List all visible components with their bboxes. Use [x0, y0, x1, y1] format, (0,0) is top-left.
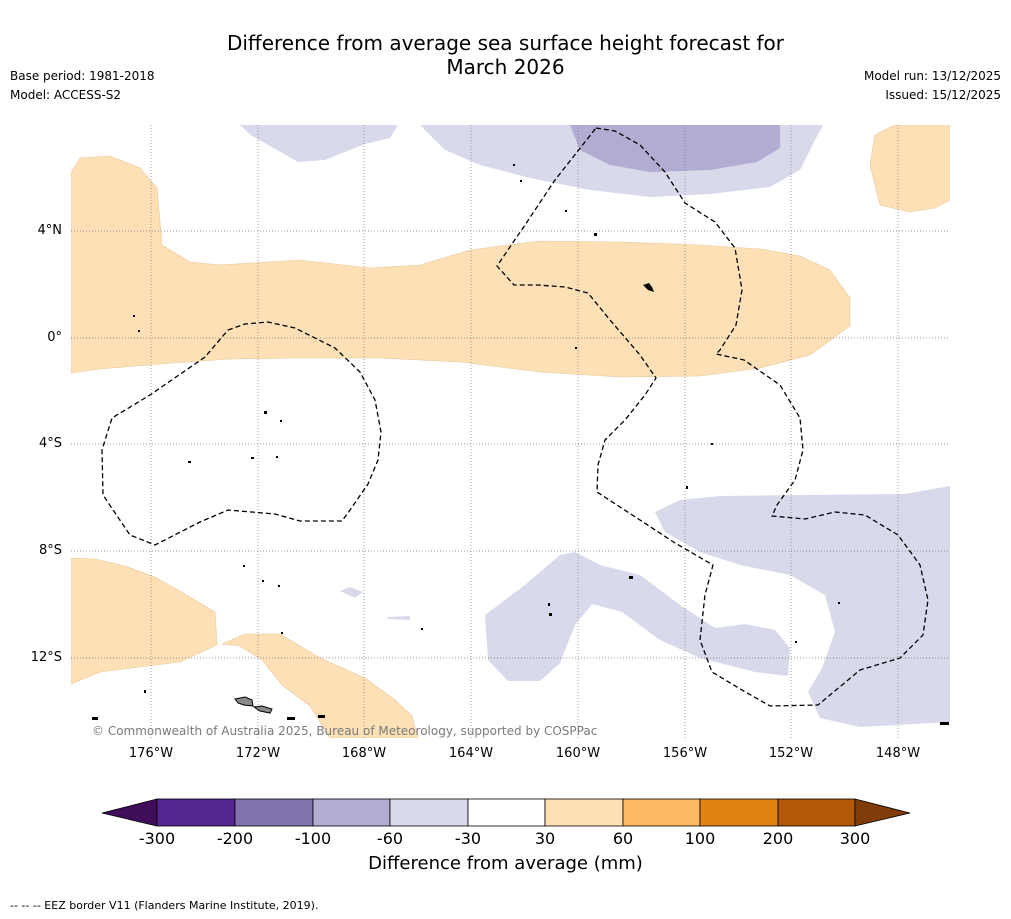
- lat-tick-0: 0°: [47, 330, 62, 345]
- positive-anomaly-northeast: [869, 125, 950, 213]
- island-dot: [686, 486, 688, 489]
- colorbar-label: 200: [762, 829, 794, 848]
- island-dot: [92, 717, 98, 720]
- lon-tick-160w: 160°W: [555, 746, 601, 761]
- island-dot: [421, 628, 423, 630]
- title-line-2: March 2026: [446, 55, 565, 79]
- title-line-1: Difference from average sea surface heig…: [226, 31, 785, 55]
- eez-border-kiribati-line: [496, 127, 929, 707]
- island-dot: [276, 456, 278, 458]
- positive-anomaly-southwest: [71, 557, 218, 685]
- island-dot: [133, 315, 135, 317]
- island-samoa-upolu: [252, 705, 273, 714]
- island-dot: [575, 347, 577, 349]
- lon-tick-172w: 172°W: [235, 746, 281, 761]
- island-dot: [565, 210, 567, 212]
- colorbar-segment-6: [544, 798, 624, 827]
- model-label: Model: ACCESS-S2: [10, 88, 122, 102]
- colorbar-segment-2: [234, 798, 314, 827]
- colorbar-label: -30: [454, 829, 482, 848]
- colorbar-extend-high: [854, 798, 911, 827]
- island-dot: [318, 715, 325, 718]
- island-dot: [287, 717, 295, 720]
- chart-title: Difference from average sea surface heig…: [0, 31, 1011, 79]
- colorbar-segment-4: [389, 798, 469, 827]
- lat-tick-8s: 8°S: [38, 543, 62, 558]
- island-dot: [594, 233, 597, 236]
- lat-tick-4s: 4°S: [38, 436, 62, 451]
- island-dot: [838, 602, 840, 604]
- island-dot: [548, 603, 550, 606]
- island-samoa-savaii: [234, 696, 254, 707]
- base-period-label: Base period: 1981-2018: [10, 69, 155, 83]
- positive-anomaly-band-equatorial: [71, 155, 851, 378]
- lon-tick-176w: 176°W: [128, 746, 174, 761]
- island-dot: [278, 585, 280, 587]
- colorbar-title: Difference from average (mm): [368, 853, 643, 874]
- island-dot: [251, 457, 254, 459]
- island-dot: [795, 641, 797, 643]
- island-dot: [281, 632, 283, 634]
- lat-tick-4n: 4°N: [37, 223, 63, 238]
- negative-anomaly-southeast: [655, 486, 950, 727]
- eez-legend-note: -- -- -- EEZ border V11 (Flanders Marine…: [10, 899, 319, 912]
- colorbar: [101, 798, 911, 827]
- eez-border-tokelau: [101, 321, 382, 546]
- colorbar-label: 60: [612, 829, 634, 848]
- meta-left: Base period: 1981-2018 Model: ACCESS-S2: [10, 67, 155, 105]
- island-dot: [520, 180, 522, 182]
- colorbar-label: -300: [138, 829, 176, 848]
- colorbar-label: -60: [376, 829, 404, 848]
- colorbar-label: -100: [294, 829, 332, 848]
- colorbar-segment-5: [467, 798, 546, 827]
- island-dot: [513, 164, 515, 166]
- negative-anomaly-small-1: [340, 587, 363, 598]
- negative-anomaly-small-2: [388, 616, 410, 620]
- positive-anomaly-south: [220, 633, 419, 738]
- island-dot: [711, 443, 713, 445]
- lon-tick-164w: 164°W: [448, 746, 494, 761]
- lon-tick-148w: 148°W: [875, 746, 921, 761]
- colorbar-extend-low: [101, 798, 158, 827]
- lat-tick-12s: 12°S: [30, 650, 62, 665]
- island-dot: [188, 461, 191, 463]
- colorbar-segment-1: [156, 798, 236, 827]
- island-dot: [280, 420, 282, 422]
- island-dot: [549, 613, 552, 616]
- island-dot: [138, 330, 140, 332]
- island-kiritimati: [643, 283, 654, 292]
- negative-anomaly-north-core: [570, 125, 780, 172]
- negative-anomaly-south-central: [485, 552, 790, 681]
- copyright-text: © Commonwealth of Australia 2025, Bureau…: [92, 724, 598, 738]
- island-dot: [144, 690, 146, 693]
- lon-tick-156w: 156°W: [662, 746, 708, 761]
- meta-right: Model run: 13/12/2025 Issued: 15/12/2025: [864, 67, 1001, 105]
- island-dot: [629, 576, 633, 579]
- colorbar-segment-9: [777, 798, 856, 827]
- colorbar-segment-7: [622, 798, 701, 827]
- issued-label: Issued: 15/12/2025: [885, 88, 1001, 102]
- island-dot: [264, 411, 267, 414]
- island-dot: [262, 580, 264, 582]
- eez-borders: [101, 127, 929, 707]
- islands: [92, 164, 949, 725]
- gridlines: [71, 125, 950, 738]
- island-dot: [940, 722, 949, 725]
- colorbar-label: 100: [684, 829, 716, 848]
- model-run-label: Model run: 13/12/2025: [863, 69, 1001, 83]
- colorbar-segment-3: [312, 798, 391, 827]
- colorbar-segment-8: [699, 798, 779, 827]
- colorbar-label: 300: [839, 829, 871, 848]
- colorbar-label: 30: [534, 829, 556, 848]
- lon-tick-152w: 152°W: [768, 746, 814, 761]
- negative-anomaly-north-west: [240, 125, 398, 162]
- island-dot: [243, 565, 245, 567]
- colorbar-label: -200: [216, 829, 254, 848]
- lon-tick-168w: 168°W: [341, 746, 387, 761]
